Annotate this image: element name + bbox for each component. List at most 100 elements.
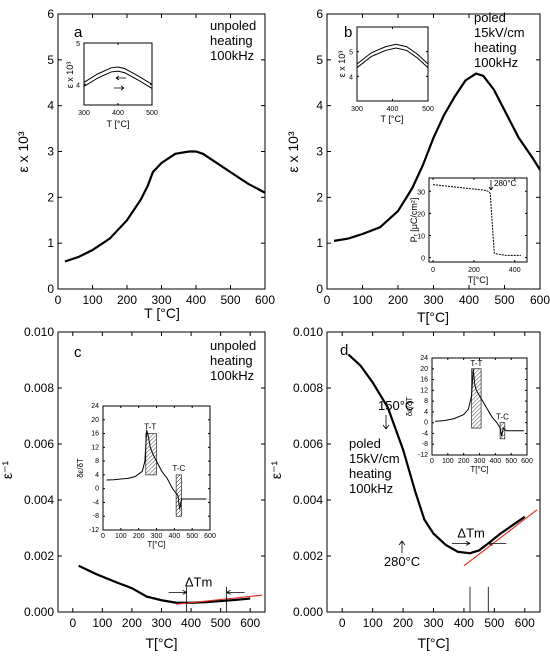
c-inset-band-tt-hatch — [145, 454, 157, 466]
a-x-tick-label: 300 — [151, 293, 171, 307]
d-inset-band-tt-hatch — [471, 395, 482, 405]
d-inset-band-tc-hatch — [499, 429, 506, 435]
a-y-tick-label: 3 — [47, 145, 54, 159]
a-inset-frame — [83, 42, 153, 106]
c-inset-band-tc-hatch — [175, 477, 182, 484]
d-y-tick-label: 0.002 — [293, 549, 323, 563]
c-inset-band-label-tc: T-C — [172, 464, 185, 473]
c-inset-y-tick-label: 12 — [91, 444, 99, 451]
d-inset-curve — [435, 368, 524, 437]
d-y-axis-label: ε⁻¹ — [268, 461, 284, 480]
d-inset-band-label-tc: T-C — [496, 413, 509, 422]
a-panel-letter: a — [74, 24, 83, 41]
c-inset-band-tt-hatch — [145, 438, 157, 450]
c-inset-band-label-tt: T-T — [144, 423, 156, 432]
b-y-axis-label: ε x 10³ — [285, 131, 301, 173]
c-x-axis-label: T[°C] — [145, 635, 177, 651]
d-inset-band-tc-box — [499, 422, 506, 440]
c-inset-band-tc-hatch — [175, 509, 182, 516]
panel-a: 0 100 200 300 400 500 600 0 1 2 3 4 5 6 T [°C] ε x 10³ a… — [15, 7, 275, 321]
c-y-axis-label: ε⁻¹ — [0, 461, 15, 480]
c-inset-band-tc-hatch — [175, 485, 182, 492]
c-inset-band-tt-hatch — [145, 450, 157, 462]
a-annotation: unpoled — [210, 18, 256, 33]
d-inset-band-tt-hatch — [471, 411, 482, 421]
d-x-tick-label: 600 — [515, 616, 535, 630]
panel-d: 0 100 200 300 400 500 6000.0000.0020.0040.0060… — [268, 325, 541, 651]
b-x-tick-label: 500 — [494, 293, 514, 307]
b-inset-bottom-frame — [428, 177, 528, 263]
a-y-tick-label: 5 — [47, 53, 54, 67]
c-inset-y-tick-label: -4 — [93, 499, 99, 506]
b-inset-bottom-y-label: Pᵣ [μC/cm²] — [409, 198, 419, 243]
d-inset-band-tt-hatch — [472, 419, 482, 429]
a-inset-x-tick-label: 300 — [78, 110, 90, 117]
b-x-axis-label: T[°C] — [417, 309, 449, 325]
d-inset-band-tt-hatch — [471, 371, 482, 381]
d-inset-x-tick-label: 0 — [430, 458, 434, 465]
b-inset-top-y-label: ε x 10³ — [337, 51, 347, 78]
a-inset-x-tick-label: 400 — [112, 110, 124, 117]
c-inset-band-tc-hatch — [175, 501, 182, 508]
panel-c: 0 100 200 300 400 500 6000.0000.0020.0040.0060… — [0, 325, 266, 651]
c-inset-x-tick-label: 300 — [151, 533, 163, 540]
d-delta-arrows — [452, 541, 507, 546]
c-y-tick-label: 0.000 — [24, 605, 54, 619]
d-arrow-280 — [398, 540, 406, 553]
d-x-tick-label: 500 — [484, 616, 504, 630]
d-panel-letter: d — [340, 342, 348, 359]
d-inset-band-tc-hatch — [503, 437, 506, 440]
a-inset-x-tick-label: 500 — [146, 110, 158, 117]
a-y-tick-label: 1 — [47, 236, 54, 250]
b-inset-bottom-x-tick-label: 200 — [468, 267, 480, 274]
b-y-tick-label: 6 — [316, 7, 323, 21]
c-annotation: heating — [210, 353, 253, 368]
a-inset-y-label: ε x 10³ — [65, 62, 75, 89]
d-inset-band-tt-hatch — [471, 379, 482, 389]
c-inset-band-tc-hatch — [175, 489, 182, 496]
b-x-tick-label: 400 — [459, 293, 479, 307]
c-inset-band-tt-box — [145, 433, 157, 476]
d-inset-band-tt-hatch — [471, 403, 482, 413]
c-inset-y-tick-label: 8 — [95, 458, 99, 465]
a-annotation: 100kHz — [210, 48, 254, 63]
d-inset-band-tt-hatch — [471, 368, 476, 373]
d-inset-y-tick-label: -4 — [422, 430, 428, 437]
d-inset-y-tick-label: 16 — [420, 377, 428, 384]
b-inset-top-x-tick-label: 400 — [387, 106, 399, 113]
a-y-tick-label: 4 — [47, 99, 54, 113]
c-annotation: unpoled — [210, 338, 256, 353]
d-inset-band-tt-hatch — [471, 375, 482, 385]
b-y-tick-label: 2 — [316, 190, 323, 204]
a-x-axis-label: T [°C] — [144, 305, 180, 321]
c-inset-band-tt-hatch — [145, 442, 157, 454]
a-inset-x-label: T [°C] — [107, 119, 130, 129]
d-inset-y-tick-label: 0 — [424, 420, 428, 427]
a-inset-y-tick-label: 5 — [76, 41, 80, 48]
c-x-tick-label: 100 — [92, 616, 112, 630]
d-y-tick-label: 0.000 — [293, 605, 323, 619]
d-inset-y-tick-label: -12 — [418, 452, 428, 459]
c-x-tick-label: 300 — [151, 616, 171, 630]
b-y-tick-label: 1 — [316, 236, 323, 250]
a-curve — [64, 150, 266, 263]
c-inset-x-tick-label: 200 — [133, 533, 145, 540]
c-inset-band-tt-hatch — [145, 434, 157, 446]
d-inset-x-tick-label: 300 — [474, 458, 486, 465]
d-y-tick-label: 0.008 — [293, 381, 323, 395]
b-inset-top-x-tick-label: 300 — [351, 106, 363, 113]
d-inset-y-label: δε/δT — [405, 397, 414, 417]
c-annotation: 100kHz — [210, 368, 254, 383]
c-x-tick-label: 200 — [122, 616, 142, 630]
b-x-tick-label: 300 — [423, 293, 443, 307]
d-x-tick-label: 100 — [363, 616, 383, 630]
d-x-tick-label: 300 — [423, 616, 443, 630]
c-inset-band-tc-hatch — [175, 481, 182, 488]
c-inset-band-tt-hatch — [145, 462, 157, 474]
c-delta-arrows — [168, 590, 245, 595]
c-inset-band-tc-hatch — [175, 493, 182, 500]
c-inset-x-tick-label: 100 — [115, 533, 127, 540]
c-inset-band-tt-hatch — [145, 446, 157, 458]
d-inset-band-tc-hatch — [499, 422, 505, 427]
b-inset-bottom-y-tick-label: 20 — [417, 211, 425, 218]
